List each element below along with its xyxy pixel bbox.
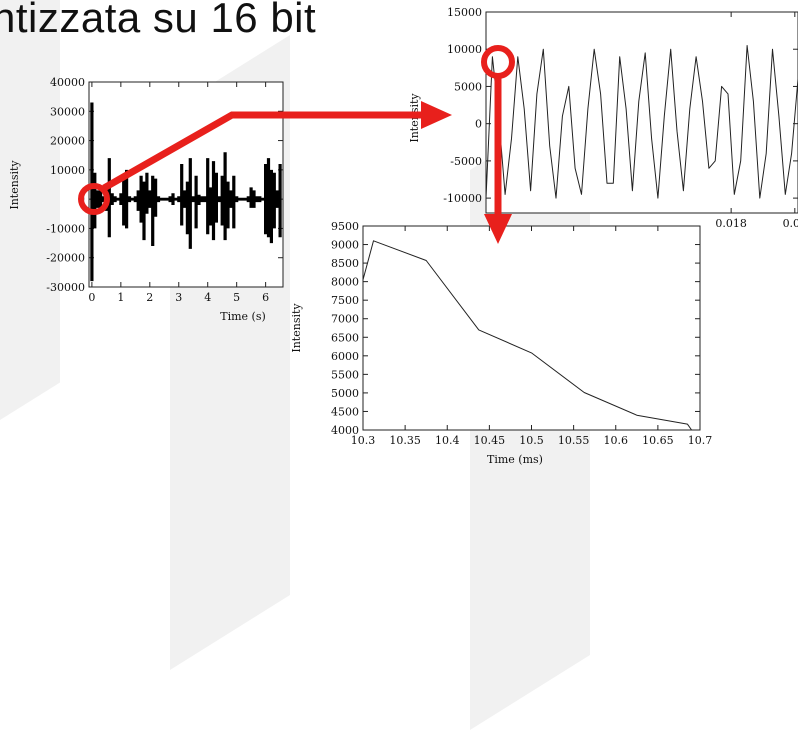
highlight-circle	[78, 183, 110, 215]
x-tick-label: 1	[117, 291, 124, 304]
x-tick-label: 10.3	[351, 434, 376, 447]
y-tick-label: 8500	[331, 257, 359, 270]
plot-frame	[362, 225, 701, 431]
x-tick-label: 10.45	[474, 434, 506, 447]
x-tick-label: 6	[262, 291, 269, 304]
x-tick-label: 0	[88, 291, 95, 304]
x-tick-label: 0.018	[715, 217, 747, 230]
zoom-arrow-shaft	[102, 111, 425, 192]
y-tick-label: 8000	[331, 276, 359, 289]
y-tick-label: 6000	[331, 350, 359, 363]
slide-title: ntizzata su 16 bit	[0, 0, 317, 41]
y-tick-label: -5000	[450, 155, 482, 168]
zoom-arrow-head	[484, 214, 512, 244]
y-tick-label: 9500	[331, 220, 359, 233]
y-tick-label: 5000	[454, 80, 482, 93]
y-tick-label: 5000	[331, 387, 359, 400]
y-tick-label: 7000	[331, 313, 359, 326]
series-line	[485, 45, 798, 199]
x-tick-label: 10.35	[389, 434, 421, 447]
y-tick-label: 20000	[50, 135, 85, 148]
y-axis-label: Intensity	[290, 303, 303, 353]
zoom-arrow-head	[421, 101, 452, 129]
y-tick-label: 10000	[447, 43, 482, 56]
series-line	[362, 240, 693, 431]
y-tick-label: 15000	[447, 6, 482, 19]
y-tick-label: 6500	[331, 331, 359, 344]
x-tick-label: 10.4	[435, 434, 460, 447]
y-tick-label: 30000	[50, 105, 85, 118]
y-tick-label: -20000	[46, 252, 85, 265]
x-tick-label: 3	[175, 291, 182, 304]
x-tick-label: 10.5	[519, 434, 544, 447]
y-tick-label: 0	[475, 118, 482, 131]
y-tick-label: 4000	[331, 424, 359, 437]
y-tick-label: 4500	[331, 405, 359, 418]
y-tick-label: -10000	[443, 192, 482, 205]
x-tick-label: 10.7	[688, 434, 713, 447]
y-tick-label: 40000	[50, 76, 85, 89]
x-tick-label: 5	[233, 291, 240, 304]
x-tick-label: 10.6	[604, 434, 629, 447]
x-tick-label: 10.55	[558, 434, 590, 447]
plot-frame	[485, 11, 798, 214]
y-axis-label: Intensity	[8, 160, 21, 210]
y-tick-label: -30000	[46, 281, 85, 294]
y-tick-label: 7500	[331, 294, 359, 307]
x-tick-label: 10.65	[642, 434, 674, 447]
chart-waveform-zoom-samples: 4000 4500 5000 5500 6000 6500 7000 7500 8000 8500…	[290, 220, 712, 466]
x-tick-label: 4	[204, 291, 211, 304]
chart-waveform-zoom-20ms: -10000-50000500010000150000.0180.02Inten…	[408, 6, 798, 230]
x-tick-label: 2	[146, 291, 153, 304]
y-tick-label: 9000	[331, 239, 359, 252]
x-axis-label: Time (ms)	[487, 453, 543, 466]
x-tick-label: 0.02	[783, 217, 798, 230]
x-axis-label: Time (s)	[220, 310, 266, 323]
highlight-circle	[481, 45, 515, 79]
figure-canvas: -30000-20000-100000100002000030000400000…	[8, 6, 798, 466]
y-tick-label: -10000	[46, 222, 85, 235]
y-tick-label: 5500	[331, 368, 359, 381]
y-tick-label: 10000	[50, 164, 85, 177]
